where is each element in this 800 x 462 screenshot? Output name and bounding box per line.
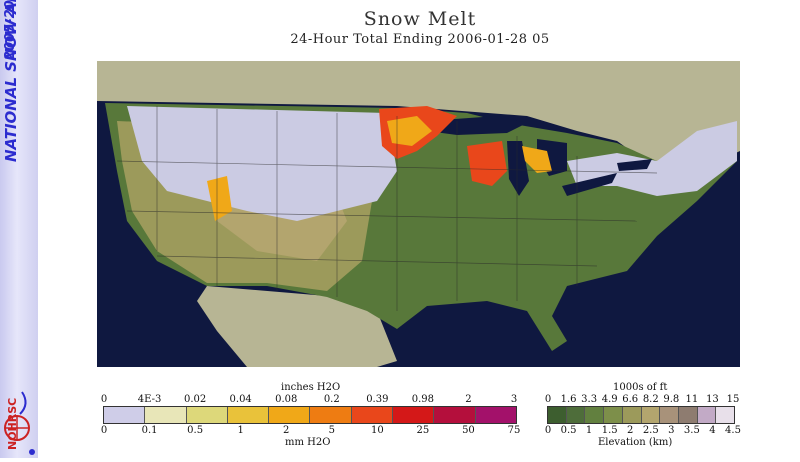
color-swatch (393, 407, 435, 423)
tick-label: 3 (668, 425, 675, 436)
tick-label: 2 (283, 425, 290, 436)
color-swatch (269, 407, 311, 423)
melt-michigan (467, 141, 507, 186)
tick-label: 9.8 (663, 394, 680, 405)
tick-label: 1.5 (601, 425, 618, 436)
lake-ontario (617, 159, 652, 171)
nohrsc-logo: NOHRSC (0, 380, 38, 458)
tick-label: 0.5 (560, 425, 577, 436)
color-swatch (678, 407, 698, 423)
melt-inches-unit: inches H2O (281, 382, 341, 393)
snow-melt-map (97, 61, 740, 367)
sidebar-banner: NATIONAL SNOW ANALYSIS 2005-2006 NOHRSC (0, 0, 38, 458)
color-swatch (145, 407, 187, 423)
color-swatch (716, 407, 735, 423)
elevation-color-bar (547, 406, 735, 424)
lake-erie (562, 173, 617, 196)
color-swatch (585, 407, 605, 423)
snow-cover-west (127, 106, 397, 221)
melt-color-bar (103, 406, 517, 424)
tick-label: 11 (685, 394, 699, 405)
tick-label: 1 (585, 425, 593, 436)
canada-land (97, 61, 740, 173)
melt-michigan-2 (522, 146, 552, 173)
color-swatch (566, 407, 586, 423)
mexico-land (197, 286, 397, 367)
tick-label: 6.6 (622, 394, 639, 405)
color-swatch (475, 407, 516, 423)
color-swatch (548, 407, 567, 423)
tick-label: 4.9 (601, 394, 618, 405)
map-title: Snow Melt (363, 8, 477, 30)
tick-label: 0.98 (411, 394, 435, 405)
tick-label: 3.5 (683, 425, 700, 436)
tick-label: 0.08 (275, 394, 298, 405)
tick-label: 0 (100, 394, 108, 405)
tick-label: 1.6 (560, 394, 577, 405)
melt-west (207, 176, 232, 221)
map-subtitle: 24-Hour Total Ending 2006-01-28 05 (290, 32, 550, 47)
tick-label: 0.39 (366, 394, 389, 405)
tick-label: 0.1 (141, 425, 158, 436)
tick-label: 3.3 (581, 394, 598, 405)
tick-label: 0 (100, 425, 108, 436)
color-swatch (434, 407, 476, 423)
elevation-feet-unit: 1000s of ft (613, 382, 668, 393)
color-swatch (622, 407, 642, 423)
tick-label: 4.5 (725, 425, 741, 436)
tick-label: 4E-3 (137, 394, 162, 405)
tick-label: 8.2 (642, 394, 659, 405)
color-swatch (310, 407, 352, 423)
tick-label: 0.5 (187, 425, 204, 436)
color-swatch (186, 407, 228, 423)
color-swatch (104, 407, 146, 423)
tick-label: 2 (465, 394, 472, 405)
tick-label: 3 (510, 394, 518, 405)
tick-label: 0.04 (229, 394, 252, 405)
tick-label: 2 (627, 425, 634, 436)
tick-label: 0.2 (323, 394, 340, 405)
color-swatch (351, 407, 394, 423)
tick-label: 15 (726, 394, 740, 405)
tick-label: 10 (370, 425, 384, 436)
state-boundaries (116, 106, 658, 311)
tick-label: 50 (462, 425, 475, 436)
tick-label: 5 (328, 425, 335, 436)
color-swatch (641, 407, 661, 423)
tick-label: 75 (507, 425, 521, 436)
tick-label: 2.5 (642, 425, 659, 436)
tick-label: 0.02 (183, 394, 207, 405)
lake-michigan (507, 141, 529, 196)
tick-label: 0 (544, 425, 552, 436)
tick-label: 13 (706, 394, 719, 405)
tick-label: 0 (544, 394, 552, 405)
elevation-km-unit: Elevation (km) (598, 437, 673, 448)
melt-upper-midwest-core (387, 116, 432, 146)
color-swatch (227, 407, 270, 423)
color-swatch (697, 407, 717, 423)
tick-label: 25 (416, 425, 430, 436)
tick-label: 4 (709, 425, 716, 436)
color-swatch (660, 407, 679, 423)
color-swatch (604, 407, 623, 423)
tick-label: 1 (237, 425, 244, 436)
logo-text: NOHRSC (6, 397, 19, 450)
melt-mm-unit: mm H2O (285, 437, 331, 448)
